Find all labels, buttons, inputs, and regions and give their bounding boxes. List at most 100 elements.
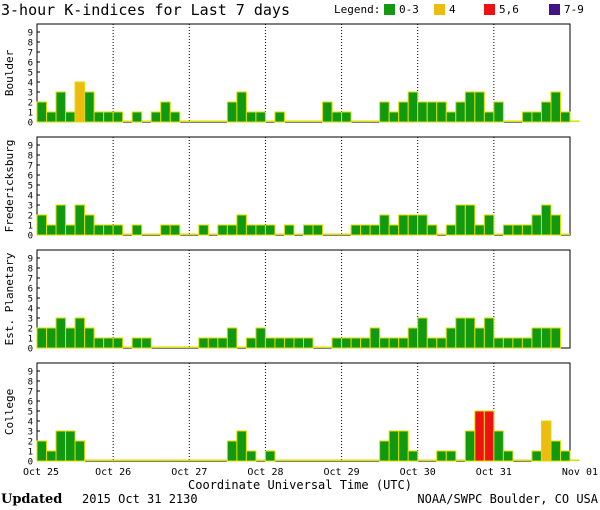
y-tick-label: 6 bbox=[28, 59, 33, 69]
kp-bar bbox=[208, 233, 218, 235]
kp-bar bbox=[360, 120, 371, 122]
kp-bar bbox=[322, 101, 333, 123]
kp-bar bbox=[313, 459, 323, 461]
legend: Legend: 0-3 4 5,6 7-9 bbox=[334, 3, 584, 16]
y-tick-label: 7 bbox=[28, 49, 33, 59]
kp-bar bbox=[331, 111, 343, 123]
x-tick-label: Oct 25 bbox=[23, 467, 59, 478]
y-tick-label: 1 bbox=[28, 448, 33, 458]
kp-bar bbox=[74, 317, 86, 349]
y-tick-label: 2 bbox=[28, 212, 33, 222]
kp-bar bbox=[141, 120, 152, 122]
kp-bar bbox=[74, 440, 86, 462]
y-tick-label: 5 bbox=[28, 69, 33, 79]
kp-bar bbox=[217, 120, 228, 122]
kp-bar bbox=[550, 327, 561, 349]
kp-bar bbox=[370, 120, 380, 122]
kp-bar bbox=[474, 410, 485, 462]
kp-bar bbox=[46, 327, 57, 349]
y-tick-label: 0 bbox=[28, 458, 33, 468]
y-tick-label: 7 bbox=[28, 388, 33, 398]
kp-bar bbox=[93, 111, 105, 123]
kp-bar bbox=[93, 224, 105, 236]
y-tick-label: 4 bbox=[28, 305, 33, 315]
kp-bar bbox=[436, 233, 447, 235]
updated-label: Updated bbox=[1, 492, 62, 507]
kp-bar bbox=[341, 111, 352, 123]
kp-bar bbox=[313, 120, 323, 122]
kp-bar bbox=[540, 327, 552, 349]
kp-bar bbox=[293, 459, 304, 461]
y-tick-label: 1 bbox=[28, 335, 33, 345]
kp-bar bbox=[103, 337, 114, 349]
kp-bar bbox=[84, 91, 95, 123]
kp-bar bbox=[417, 214, 428, 236]
kp-bar bbox=[521, 111, 533, 123]
kp-bar bbox=[198, 120, 209, 122]
kp-bar bbox=[388, 430, 400, 462]
kp-bar bbox=[151, 459, 161, 461]
kp-bar bbox=[208, 459, 218, 461]
kp-bar bbox=[483, 317, 495, 349]
y-tick-label: 4 bbox=[28, 192, 33, 202]
y-tick-label: 2 bbox=[28, 438, 33, 448]
kp-bar bbox=[483, 214, 495, 236]
x-tick-label: Oct 29 bbox=[324, 467, 360, 478]
kp-bar bbox=[407, 91, 419, 123]
panel-label: Boulder bbox=[3, 49, 16, 96]
panel-label: Est. Planetary bbox=[3, 252, 16, 345]
kp-bar bbox=[264, 224, 276, 236]
kp-bar bbox=[217, 337, 228, 349]
kp-bar bbox=[388, 111, 400, 123]
kp-bar bbox=[131, 111, 143, 123]
kp-bar bbox=[540, 420, 552, 462]
kp-bar bbox=[55, 430, 67, 462]
kp-bar bbox=[151, 346, 161, 348]
kp-bar bbox=[540, 101, 552, 123]
y-tick-label: 3 bbox=[28, 315, 33, 325]
kp-bar bbox=[265, 120, 275, 122]
kp-bar bbox=[160, 101, 171, 123]
y-tick-label: 0 bbox=[28, 232, 33, 242]
kp-bar bbox=[313, 346, 323, 348]
y-tick-label: 2 bbox=[28, 99, 33, 109]
y-tick-label: 9 bbox=[28, 368, 33, 378]
kp-bar bbox=[112, 224, 124, 236]
x-tick-label: Oct 28 bbox=[247, 467, 283, 478]
kp-bar bbox=[550, 440, 561, 462]
y-tick-label: 3 bbox=[28, 89, 33, 99]
kp-bar bbox=[560, 233, 570, 235]
kp-bar bbox=[141, 233, 152, 235]
y-tick-label: 8 bbox=[28, 378, 33, 388]
kp-bar bbox=[84, 327, 95, 349]
kp-bar bbox=[55, 91, 67, 123]
kp-bar bbox=[274, 233, 285, 235]
kp-bar bbox=[436, 337, 447, 349]
kp-bar bbox=[570, 459, 580, 461]
kp-bar bbox=[151, 233, 161, 235]
kp-bar bbox=[502, 450, 514, 462]
kp-bar bbox=[255, 327, 266, 349]
y-tick-label: 8 bbox=[28, 39, 33, 49]
kp-bar bbox=[179, 346, 190, 348]
x-tick-label: Oct 26 bbox=[95, 467, 131, 478]
kp-bar bbox=[426, 224, 438, 236]
kp-bar bbox=[445, 224, 457, 236]
kp-bar bbox=[341, 459, 352, 461]
y-tick-label: 9 bbox=[28, 29, 33, 39]
source-credit: NOAA/SWPC Boulder, CO USA bbox=[417, 492, 598, 506]
kp-bar bbox=[531, 111, 542, 123]
x-tick-label: Oct 31 bbox=[476, 467, 512, 478]
kp-bar bbox=[274, 459, 285, 461]
kp-bar bbox=[426, 101, 438, 123]
kp-bar bbox=[426, 337, 438, 349]
kp-bar bbox=[445, 111, 457, 123]
y-tick-label: 4 bbox=[28, 418, 33, 428]
kp-bar bbox=[131, 224, 143, 236]
y-tick-label: 0 bbox=[28, 345, 33, 355]
kp-bar bbox=[464, 91, 476, 123]
kp-bar bbox=[351, 459, 361, 461]
kp-bar bbox=[427, 459, 437, 461]
kp-bar bbox=[398, 101, 409, 123]
